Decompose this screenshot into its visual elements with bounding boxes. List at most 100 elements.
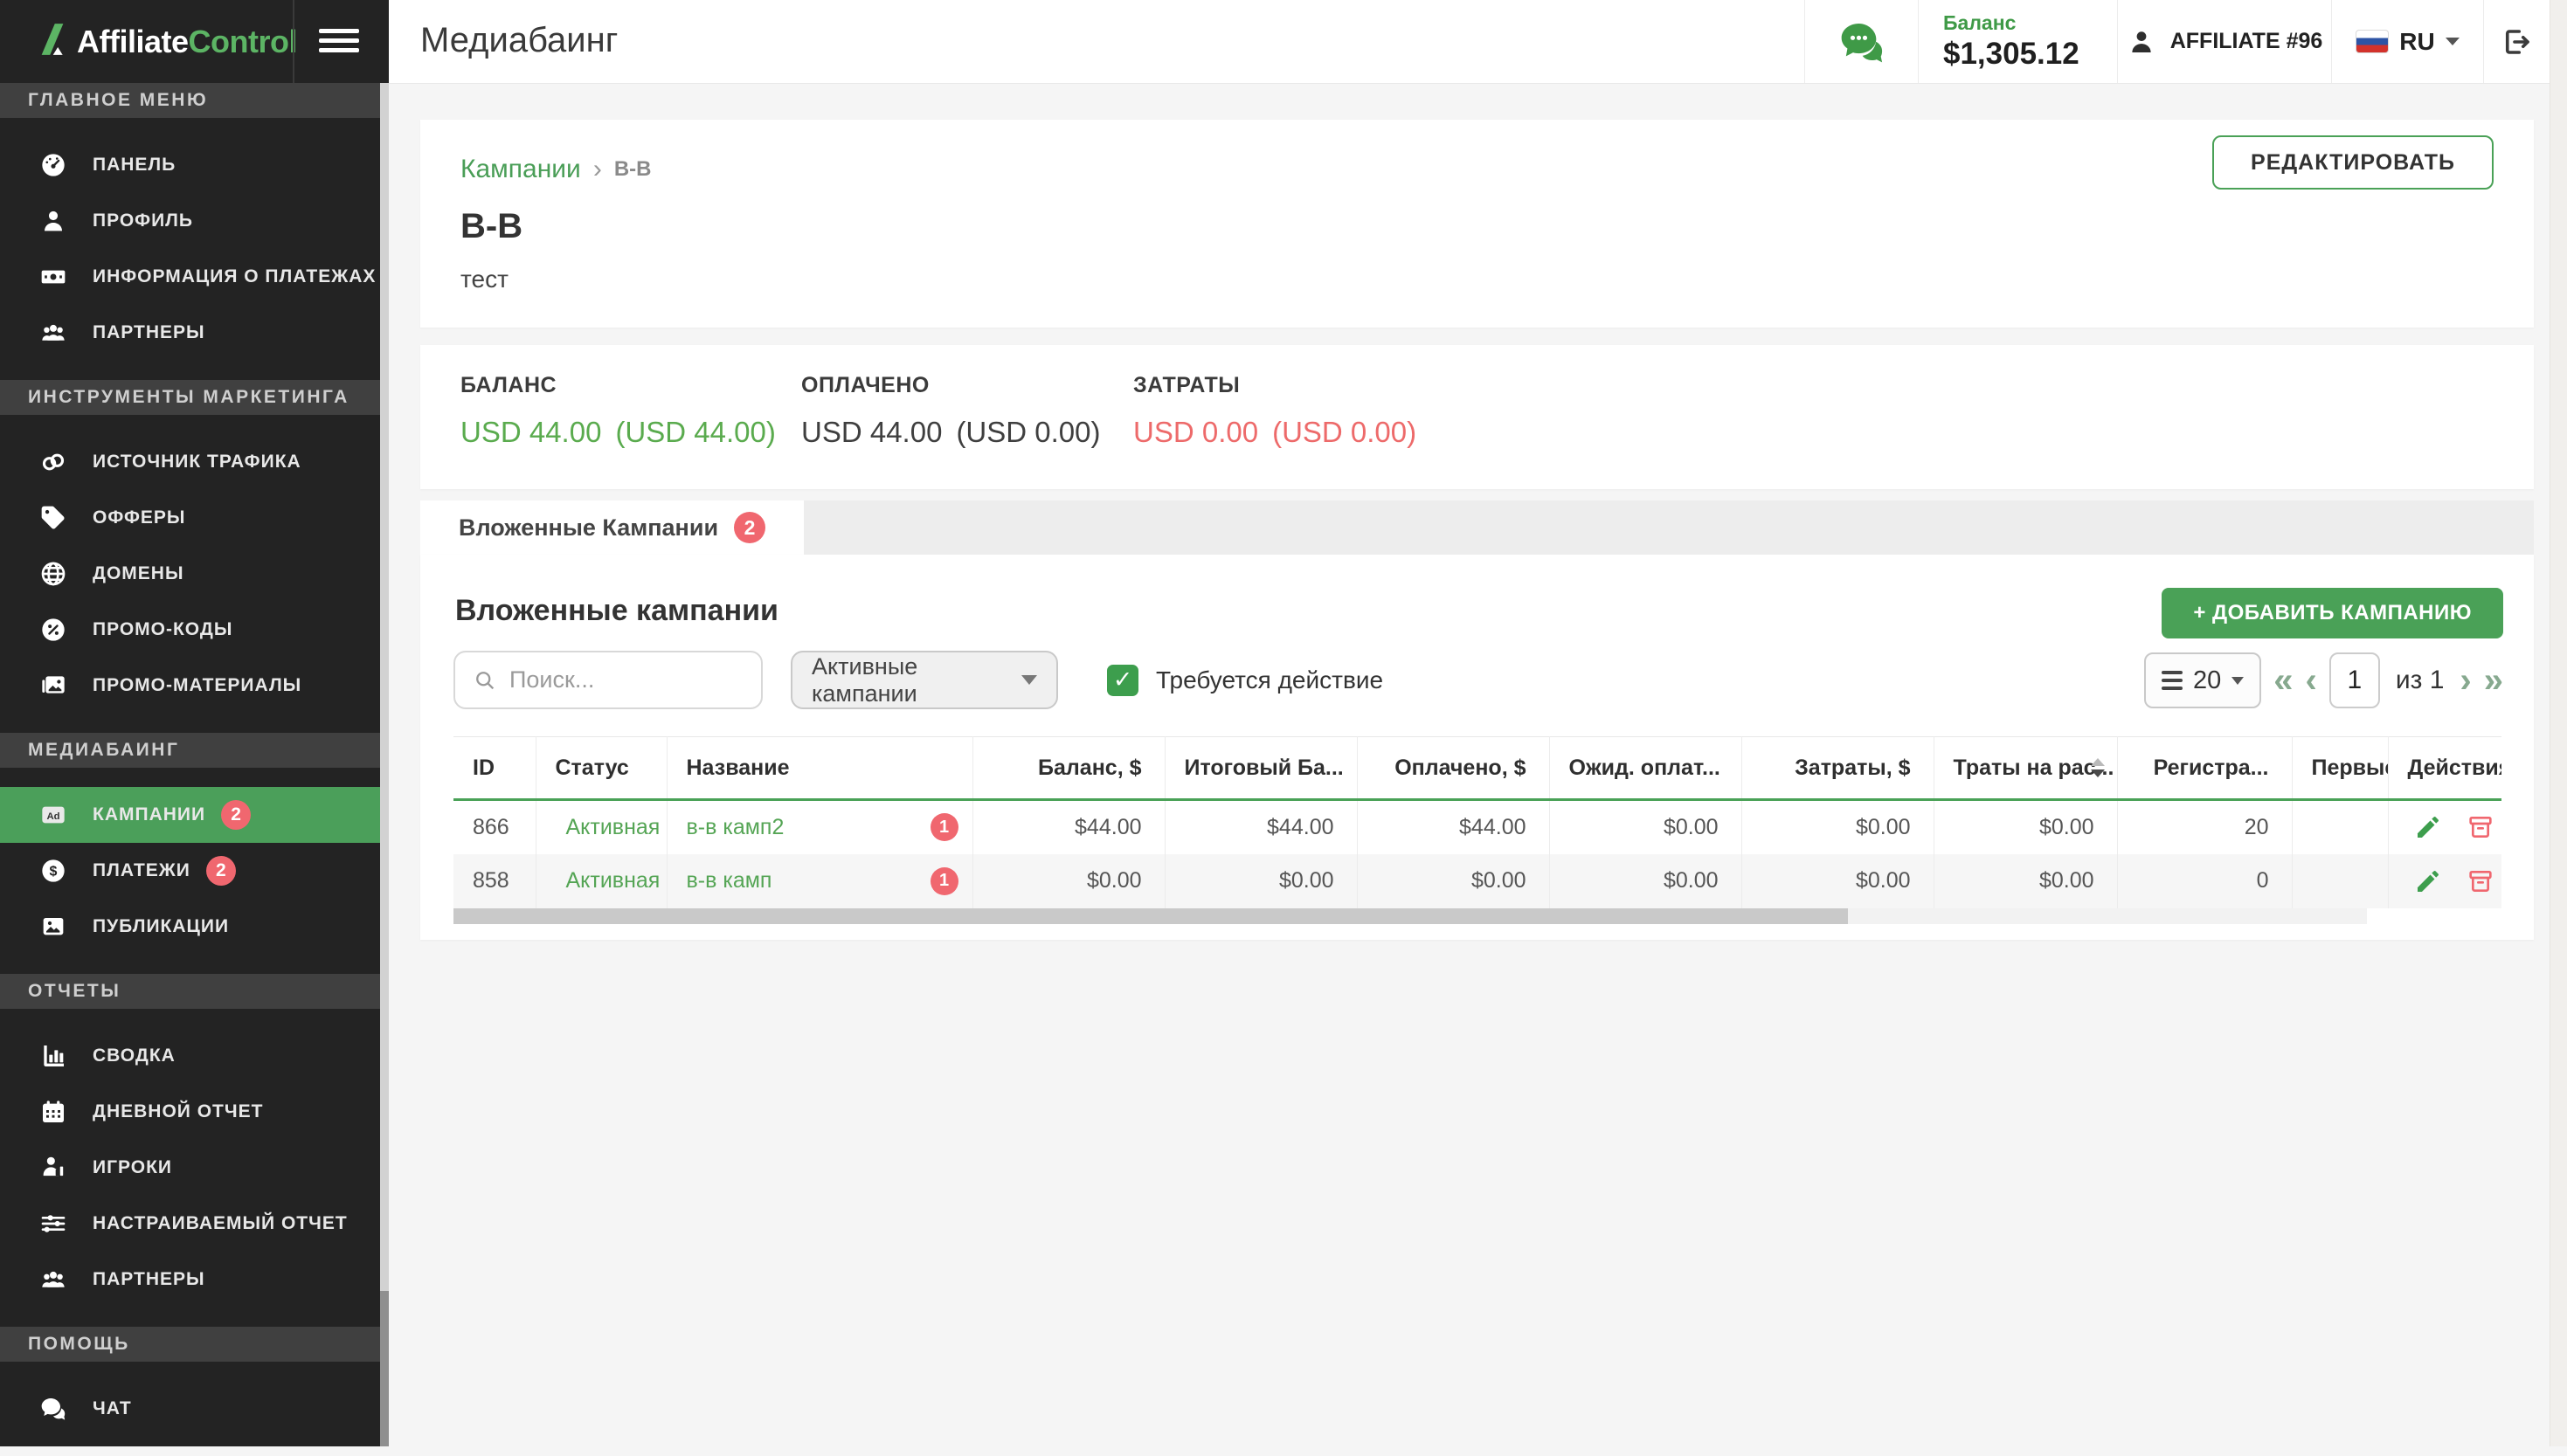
- breadcrumb-campaigns-link[interactable]: Кампании: [460, 155, 581, 183]
- sidebar-item-publications[interactable]: ПУБЛИКАЦИИ: [0, 899, 389, 955]
- archive-icon[interactable]: [2467, 867, 2494, 895]
- cell-registrations: 0: [2117, 853, 2293, 908]
- link-icon: [38, 447, 68, 477]
- sidebar-item-partners-report[interactable]: ПАРТНЕРЫ: [0, 1252, 389, 1308]
- chevron-down-icon: [2231, 676, 2245, 685]
- sidebar-item-payment-info[interactable]: ИНФОРМАЦИЯ О ПЛАТЕЖАХ: [0, 249, 389, 305]
- pagination: 20 « ‹ из 1 › »: [2144, 652, 2503, 708]
- sidebar-item-custom-report[interactable]: НАСТРАИВАЕМЫЙ ОТЧЕТ: [0, 1196, 389, 1252]
- col-actions: Действия: [2388, 736, 2501, 801]
- support-chat-button[interactable]: [1804, 0, 1918, 83]
- tab-nested-campaigns[interactable]: Вложенные Кампании 2: [420, 500, 805, 555]
- dollar-icon: $: [38, 856, 68, 886]
- sort-icon[interactable]: [2090, 758, 2105, 777]
- image-icon: [38, 912, 68, 942]
- sidebar-item-label: ИНФОРМАЦИЯ О ПЛАТЕЖАХ: [93, 266, 377, 286]
- edit-pencil-icon[interactable]: [2414, 867, 2442, 895]
- sidebar-item-label: ЧАТ: [93, 1398, 132, 1418]
- chat-bubbles-icon: [1841, 23, 1882, 62]
- tab-strip: Вложенные Кампании 2: [420, 500, 2534, 555]
- search-input[interactable]: [509, 666, 744, 693]
- sidebar-item-promo-codes[interactable]: ПРОМО-КОДЫ: [0, 602, 389, 658]
- per-page-value: 20: [2193, 666, 2222, 694]
- sidebar-section-reports: ОТЧЕТЫ: [0, 974, 389, 1009]
- sliders-icon: [38, 1209, 68, 1239]
- campaign-link[interactable]: в-в камп2 1: [667, 799, 973, 854]
- sidebar-item-traffic-source[interactable]: ИСТОЧНИК ТРАФИКА: [0, 434, 389, 490]
- cell-status: Активная: [536, 799, 668, 854]
- cell-first-deposits: [2292, 799, 2389, 854]
- sidebar-item-players[interactable]: ИГРОКИ: [0, 1140, 389, 1196]
- sidebar-item-label: ДОМЕНЫ: [93, 563, 184, 583]
- sidebar-item-chat[interactable]: ЧАТ: [0, 1381, 389, 1437]
- sidebar-section-help: ПОМОЩЬ: [0, 1327, 389, 1362]
- gauge-icon: [38, 150, 68, 180]
- sidebar-item-payments[interactable]: $ ПЛАТЕЖИ 2: [0, 843, 389, 899]
- chat-icon: [38, 1394, 68, 1424]
- action-required-checkbox[interactable]: ✓: [1107, 664, 1138, 696]
- cell-first-deposits: [2292, 853, 2389, 908]
- logo-row: AffiliateControl: [0, 0, 389, 83]
- logout-button[interactable]: [2483, 0, 2550, 83]
- edit-pencil-icon[interactable]: [2414, 813, 2442, 841]
- tag-icon: [38, 503, 68, 533]
- person-icon: [2132, 31, 2151, 52]
- chevron-down-icon: [2445, 38, 2460, 45]
- sidebar-item-summary[interactable]: СВОДКА: [0, 1028, 389, 1084]
- col-name: Название: [667, 736, 973, 801]
- chart-icon: [38, 1041, 68, 1071]
- per-page-select[interactable]: 20: [2144, 652, 2262, 708]
- stat-value: USD 44.00: [801, 416, 943, 448]
- sidebar-item-label: ПАРТНЕРЫ: [93, 322, 205, 342]
- logo-text: AffiliateControl: [77, 23, 297, 59]
- next-page-icon[interactable]: ›: [2460, 661, 2472, 700]
- sidebar-item-promo-materials[interactable]: ПРОМО-МАТЕРИАЛЫ: [0, 658, 389, 714]
- table-scrollbar-thumb[interactable]: [453, 907, 1848, 924]
- sidebar-item-label: ПУБЛИКАЦИИ: [93, 916, 230, 936]
- add-campaign-button[interactable]: + ДОБАВИТЬ КАМПАНИЮ: [2162, 588, 2503, 638]
- breadcrumb: Кампании › В-В: [460, 155, 2494, 184]
- sidebar-item-campaigns[interactable]: Ad КАМПАНИИ 2: [0, 787, 389, 843]
- menu-toggle-icon[interactable]: [319, 29, 359, 52]
- sidebar-item-label: ПРОМО-МАТЕРИАЛЫ: [93, 675, 302, 695]
- sidebar-scrollbar[interactable]: [380, 83, 389, 1446]
- sidebar-item-profile[interactable]: ПРОФИЛЬ: [0, 193, 389, 249]
- first-page-icon[interactable]: «: [2273, 661, 2294, 700]
- col-paid: Оплачено, $: [1357, 736, 1550, 801]
- last-page-icon[interactable]: »: [2483, 661, 2503, 700]
- svg-text:Ad: Ad: [46, 811, 59, 822]
- stat-secondary: (USD 44.00): [615, 416, 776, 448]
- sidebar-item-label: ОФФЕРЫ: [93, 507, 186, 528]
- page-number-input[interactable]: [2328, 652, 2380, 708]
- status-filter-select[interactable]: Активные кампании: [791, 651, 1058, 709]
- table-horizontal-scrollbar[interactable]: [453, 907, 2367, 924]
- col-pending: Ожид. оплат...: [1549, 736, 1742, 801]
- col-first-deposits: Первые д...: [2292, 736, 2389, 801]
- row-badge: 1: [930, 813, 958, 842]
- cell-costs: $0.00: [1741, 799, 1934, 854]
- archive-icon[interactable]: [2467, 813, 2494, 841]
- ad-icon: Ad: [38, 800, 68, 830]
- list-icon: [2162, 671, 2183, 690]
- user-menu[interactable]: AFFILIATE #96: [2117, 0, 2331, 83]
- prev-page-icon[interactable]: ‹: [2305, 661, 2317, 700]
- col-balance: Баланс, $: [972, 736, 1166, 801]
- sidebar-item-partners[interactable]: ПАРТНЕРЫ: [0, 305, 389, 361]
- sidebar-item-daily-report[interactable]: ДНЕВНОЙ ОТЧЕТ: [0, 1084, 389, 1140]
- nested-campaigns-table: ID Статус Название Баланс, $ Итоговый Ба…: [453, 736, 2501, 924]
- topbar: Медиабаинг Баланс $1,305.12 AFFILIATE #9…: [389, 0, 2567, 83]
- sidebar-item-dashboard[interactable]: ПАНЕЛЬ: [0, 137, 389, 193]
- sidebar-item-offers[interactable]: ОФФЕРЫ: [0, 490, 389, 546]
- page-scrollbar[interactable]: [2550, 0, 2567, 1446]
- stat-value: USD 0.00: [1133, 416, 1259, 448]
- language-selector[interactable]: RU: [2331, 0, 2483, 83]
- sidebar-section-media-buying: МЕДИАБАИНГ: [0, 733, 389, 768]
- campaign-link[interactable]: в-в камп 1: [667, 853, 973, 908]
- stat-label: БАЛАНС: [460, 373, 557, 397]
- sidebar-scrollbar-thumb[interactable]: [380, 83, 389, 1291]
- sidebar-item-domains[interactable]: ДОМЕНЫ: [0, 546, 389, 602]
- edit-button[interactable]: РЕДАКТИРОВАТЬ: [2212, 135, 2494, 190]
- balance-label: Баланс: [1943, 11, 2017, 34]
- svg-text:$: $: [50, 865, 58, 880]
- app-logo[interactable]: AffiliateControl: [0, 20, 297, 63]
